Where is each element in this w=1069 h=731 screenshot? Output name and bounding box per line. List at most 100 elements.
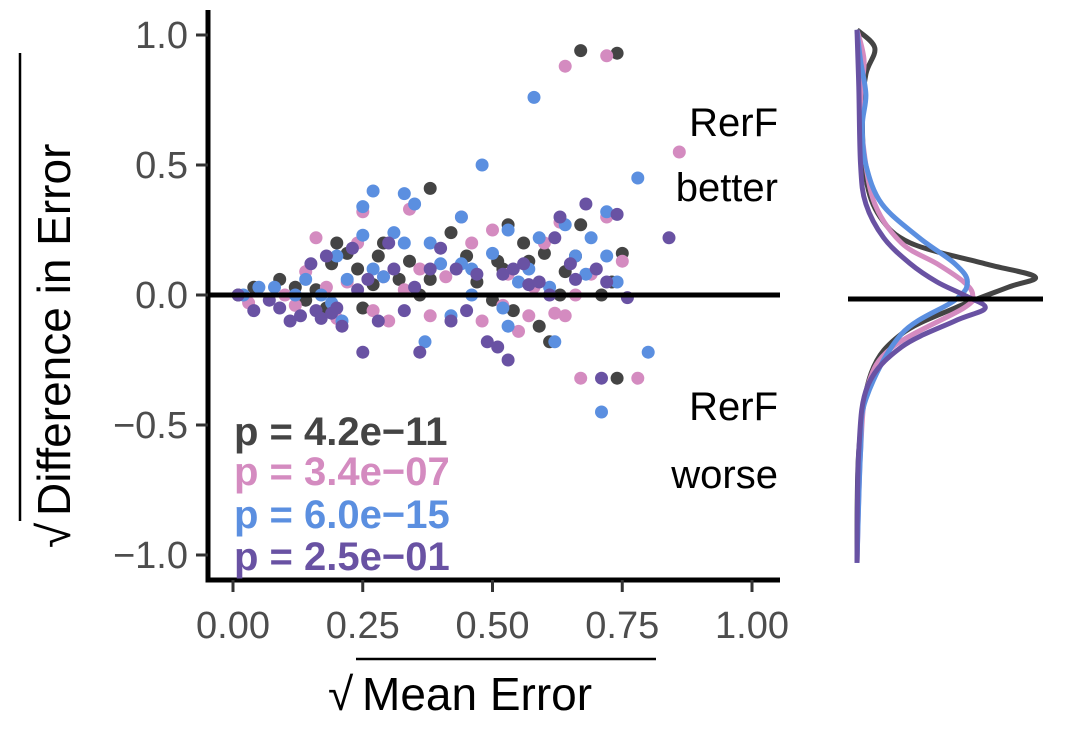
scatter-point-s1-42 xyxy=(610,46,624,60)
scatter-point-s2-17 xyxy=(423,309,437,323)
y-tick-label-1: 1.0 xyxy=(135,15,188,57)
scatter-point-s4-41 xyxy=(563,257,577,271)
scatter-point-s3-33 xyxy=(512,275,525,289)
scatter-point-s4-4 xyxy=(273,301,287,315)
scatter-point-s4-35 xyxy=(517,257,531,271)
scatter-point-s4-30 xyxy=(480,335,494,349)
scatter-point-s1-31 xyxy=(532,319,546,333)
scatter-point-s2-13 xyxy=(382,314,396,328)
scatter-point-s1-20 xyxy=(423,181,437,195)
scatter-point-s4-10 xyxy=(319,249,333,263)
scatter-point-s3-44 xyxy=(600,249,614,263)
better-annotation-line-2: better xyxy=(676,166,778,210)
scatter-point-s4-43 xyxy=(579,197,593,211)
scatter-point-s3-16 xyxy=(387,226,401,240)
scatter-point-s1-12 xyxy=(356,301,370,315)
density-curve-3 xyxy=(854,29,970,563)
scatter-point-s4-5 xyxy=(283,314,297,328)
scatter-point-s4-31 xyxy=(491,340,505,354)
scatter-point-s2-40 xyxy=(672,145,686,159)
scatter-point-s4-12 xyxy=(330,301,344,315)
scatter-point-s4-45 xyxy=(595,371,608,385)
y-tick-label-4: −0.5 xyxy=(113,405,188,447)
scatter-point-s1-11 xyxy=(351,262,365,276)
scatter-point-s3-22 xyxy=(434,257,448,271)
scatter-point-s4-27 xyxy=(449,262,463,276)
x-tick-label-4: 0.75 xyxy=(585,605,659,647)
scatter-point-s3-2 xyxy=(252,280,266,294)
scatter-point-s1-28 xyxy=(506,304,520,318)
y-tick-label-5: −1.0 xyxy=(113,535,188,577)
x-tick-label-2: 0.25 xyxy=(326,605,400,647)
pvalue-label-1: p = 4.2e−11 xyxy=(234,410,448,454)
x-axis-title-text: Mean Error xyxy=(362,668,592,720)
scatter-point-s2-32 xyxy=(558,59,572,73)
scatter-point-s4-32 xyxy=(496,267,510,281)
scatter-point-s3-45 xyxy=(600,205,614,219)
scatter-point-s3-17 xyxy=(397,236,411,250)
scatter-point-s3-13 xyxy=(366,262,380,276)
y-axis-title-radical: √ xyxy=(28,522,80,548)
x-axis-ticks: 0.00 0.25 0.50 0.75 1.00 xyxy=(196,580,789,647)
scatter-point-s3-42 xyxy=(584,231,598,245)
scatter-point-s4-23 xyxy=(413,345,427,359)
scatter-point-s4-24 xyxy=(423,262,437,276)
scatter-point-s4-20 xyxy=(387,262,401,276)
y-axis-ticks: 1.0 0.5 0.0 −0.5 −1.0 xyxy=(113,15,208,577)
scatter-point-s2-16 xyxy=(413,262,427,276)
scatter-point-s3-46 xyxy=(610,275,624,289)
scatter-point-s2-34 xyxy=(574,371,588,385)
scatter-point-s3-41 xyxy=(579,267,593,281)
scatter-point-s1-17 xyxy=(403,254,416,268)
scatter-point-s4-6 xyxy=(294,309,307,323)
scatter-point-s4-47 xyxy=(610,207,624,221)
scatter-point-s1-16 xyxy=(392,272,406,286)
scatter-point-s3-38 xyxy=(548,335,562,349)
scatter-point-s4-36 xyxy=(522,278,536,292)
scatter-point-s4-25 xyxy=(434,241,448,255)
scatter-point-s1-14 xyxy=(371,249,385,263)
scatter-point-s4-28 xyxy=(460,304,474,318)
scatter-point-s4-39 xyxy=(548,231,562,245)
scatter-point-s3-14 xyxy=(366,184,380,198)
x-tick-label-5: 1.00 xyxy=(715,605,789,647)
scatter-point-s2-3 xyxy=(288,298,302,312)
worse-annotation-line-1: RerF xyxy=(689,385,778,429)
scatter-point-s2-26 xyxy=(522,309,536,323)
scatter-point-s4-29 xyxy=(470,267,484,281)
scatter-point-s4-14 xyxy=(345,241,359,255)
y-axis-title: √ Difference in Error xyxy=(18,53,80,548)
density-curve-1 xyxy=(854,27,1039,563)
scatter-point-s2-22 xyxy=(486,223,499,237)
scatter-point-s3-10 xyxy=(340,272,354,286)
pvalue-label-2: p = 3.4e−07 xyxy=(234,450,450,494)
scatter-point-s4-44 xyxy=(589,262,603,276)
x-axis-title: √ Mean Error xyxy=(328,657,656,720)
scatter-point-s2-21 xyxy=(475,314,489,328)
scatter-point-s2-20 xyxy=(465,236,479,250)
x-tick-label-3: 0.50 xyxy=(456,605,530,647)
scatter-point-s2-31 xyxy=(558,309,572,323)
scatter-point-s3-28 xyxy=(475,158,489,172)
scatter-point-s4-40 xyxy=(553,210,567,224)
scatter-point-s3-48 xyxy=(641,345,655,359)
scatter-point-s1-19 xyxy=(423,272,437,286)
scatter-point-s3-20 xyxy=(418,335,432,349)
scatter-point-s2-37 xyxy=(600,49,614,63)
scatter-point-s4-16 xyxy=(356,345,370,359)
scatter-point-s4-7 xyxy=(304,257,318,271)
scatter-point-s4-18 xyxy=(371,314,385,328)
scatter-point-s3-47 xyxy=(631,171,645,185)
scatter-point-s3-19 xyxy=(408,197,422,211)
density-curves xyxy=(854,27,1039,563)
scatter-point-s2-39 xyxy=(631,371,645,385)
scatter-point-s4-46 xyxy=(600,275,614,289)
better-annotation-line-1: RerF xyxy=(689,101,778,145)
scatter-point-s3-5 xyxy=(299,272,313,286)
scatter-point-s3-12 xyxy=(356,200,370,214)
scatter-point-s1-29 xyxy=(517,236,531,250)
scatter-point-s4-49 xyxy=(662,231,676,245)
scatter-point-s4-26 xyxy=(444,314,458,328)
scatter-point-s3-29 xyxy=(486,246,499,260)
